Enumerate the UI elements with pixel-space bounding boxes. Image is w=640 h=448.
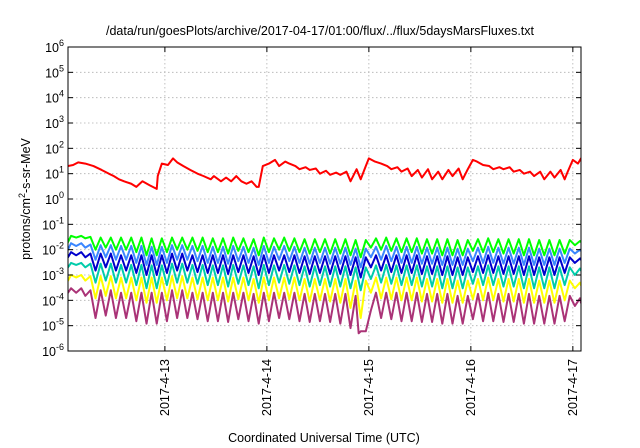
y-tick-label: 10-4	[42, 291, 64, 308]
series-line	[68, 274, 581, 320]
y-tick-label: 106	[45, 38, 64, 55]
y-axis-label: protons/cm2-s-sr-MeV	[17, 137, 33, 259]
y-tick-label: 10-1	[42, 215, 64, 232]
y-axis-ticks: 10-6 10-5 10-4 10-3 10-2 10-1 100 101 102 103 104 1…	[42, 38, 581, 359]
y-tick-label: 10-2	[42, 241, 64, 258]
x-axis-label: Coordinated Universal Time (UTC)	[228, 431, 420, 445]
y-tick-label: 102	[45, 139, 64, 156]
y-tick-label: 10-3	[42, 266, 64, 283]
y-tick-label: 100	[45, 190, 64, 207]
series-line	[68, 157, 581, 190]
y-tick-label: 103	[45, 114, 64, 131]
series-lines	[68, 157, 581, 335]
grid-lines	[68, 47, 581, 351]
y-tick-label: 104	[45, 89, 64, 106]
x-tick-label: 2017-4-16	[464, 359, 478, 416]
series-line	[68, 251, 581, 279]
series-line	[68, 234, 581, 259]
x-tick-label: 2017-4-14	[260, 359, 274, 416]
x-axis-ticks: 2017-4-13 2017-4-14 2017-4-15 2017-4-16 2017…	[158, 47, 580, 416]
x-tick-label: 2017-4-17	[566, 359, 580, 416]
x-tick-label: 2017-4-15	[362, 359, 376, 416]
y-tick-label: 10-5	[42, 317, 64, 334]
y-tick-label: 10-6	[42, 342, 64, 359]
series-line	[68, 242, 581, 269]
x-tick-label: 2017-4-13	[158, 359, 172, 416]
y-tick-label: 105	[45, 63, 64, 80]
y-tick-label: 101	[45, 165, 64, 182]
chart-title: /data/run/goesPlots/archive/2017-04-17/0…	[106, 24, 535, 38]
series-line	[68, 261, 581, 292]
series-line	[68, 287, 581, 335]
